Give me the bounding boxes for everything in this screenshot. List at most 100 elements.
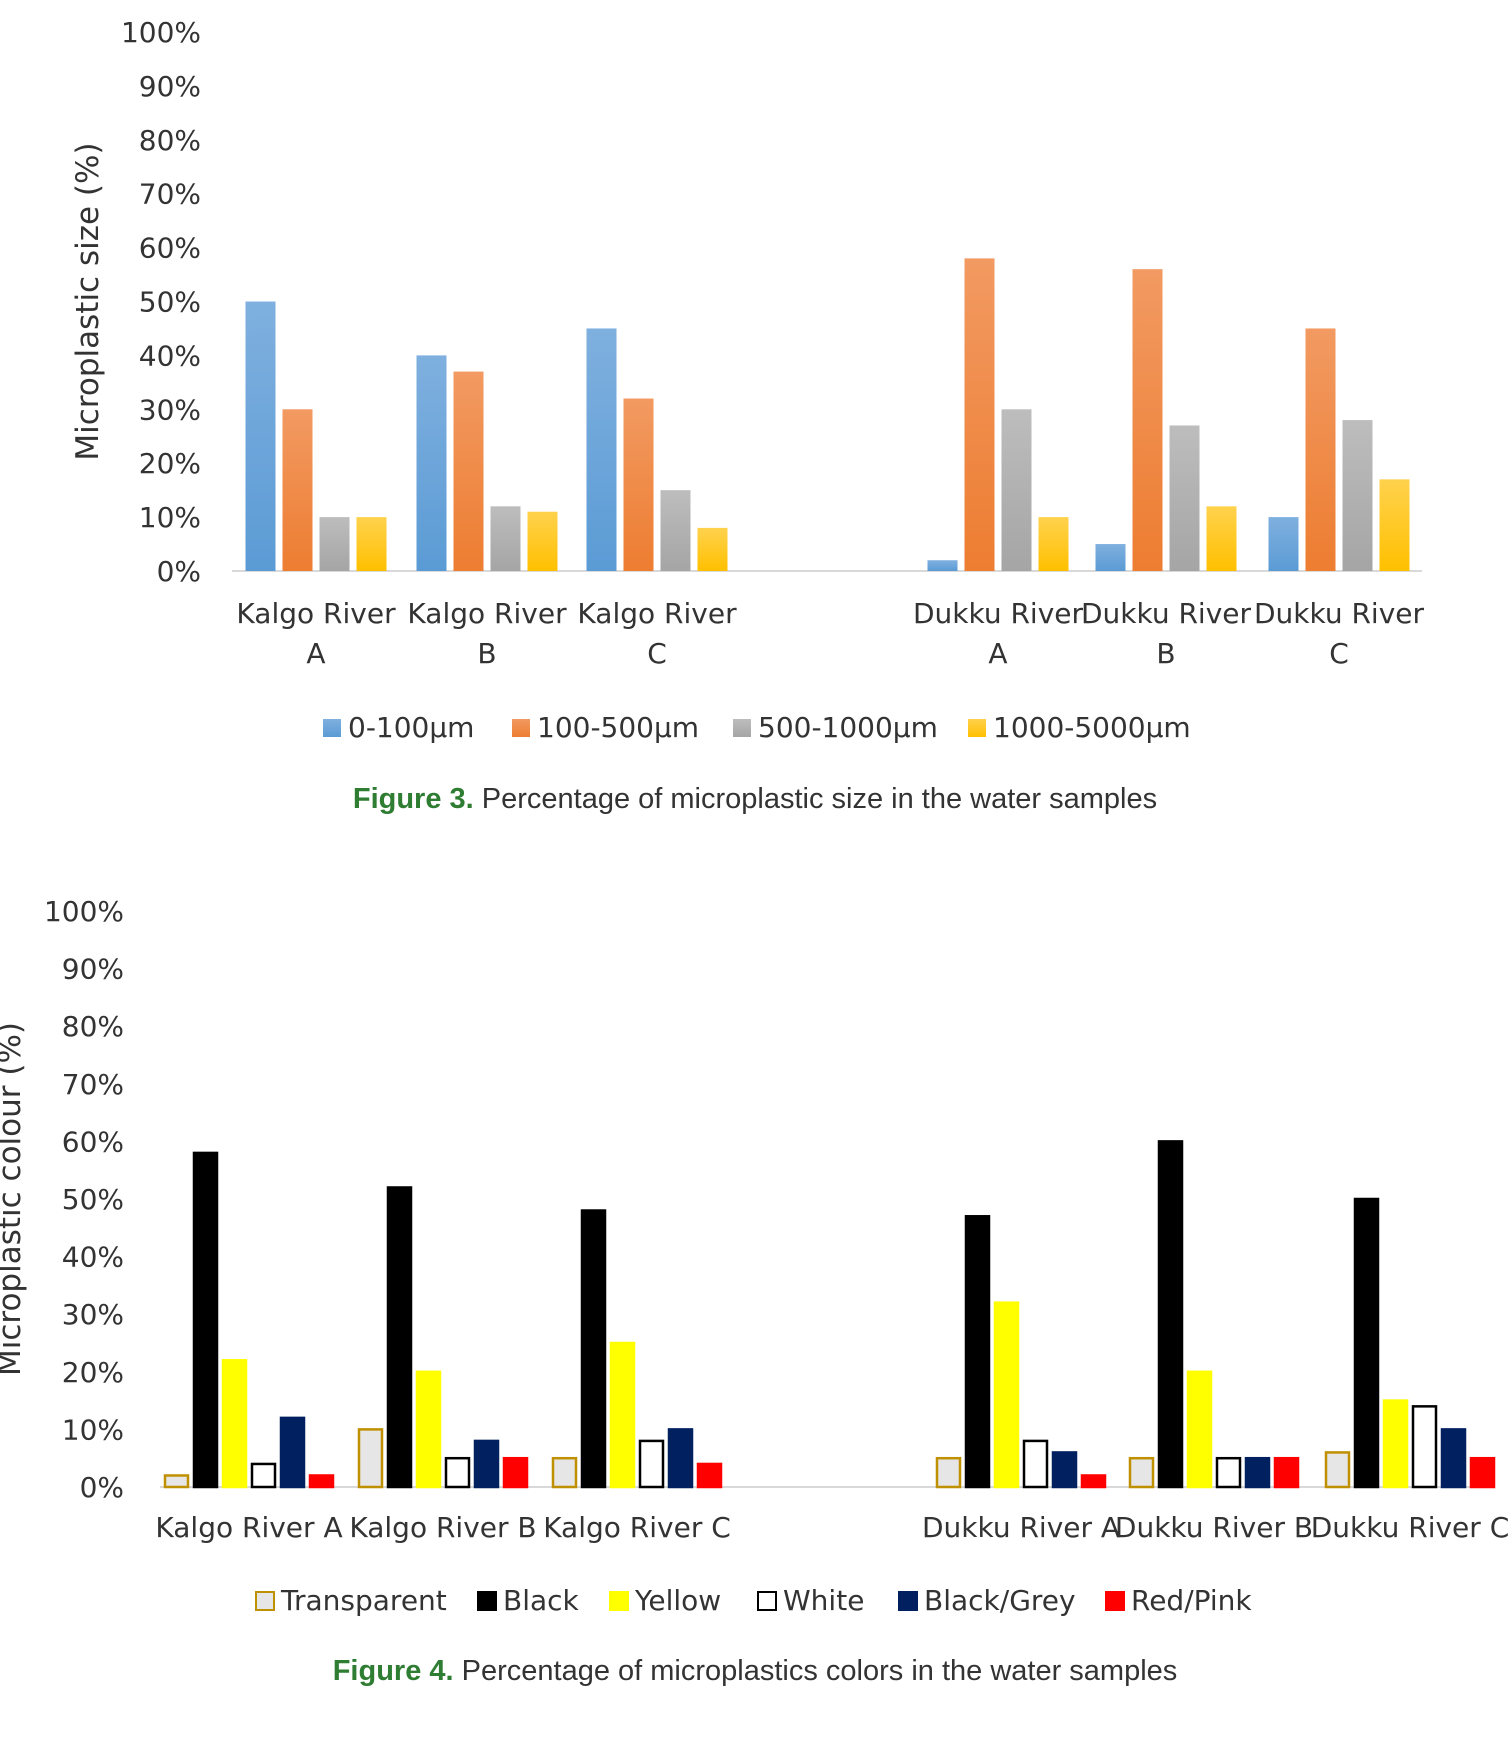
fig4-ytick-label: 0% [80,1471,124,1504]
fig4-bar [638,1439,665,1489]
fig4-bar [993,1301,1020,1489]
fig3-bar [1001,409,1032,571]
fig4-legend: Transparent Black Yellow White Black/Grey Red… [255,1584,1252,1617]
fig3-bar [1206,506,1237,571]
fig4-bar [609,1341,636,1489]
fig4-ytick-label: 80% [62,1010,124,1043]
fig3-bar [1342,420,1373,571]
fig4-bar [221,1359,248,1489]
figure-3-number: Figure 3. [352,783,474,815]
fig3-bar [319,517,350,571]
fig3-x-category-label: A [306,637,325,670]
fig4-legend-swatch [255,1591,275,1611]
figure-3-chart: 0% 10% 20% 30% 40% 50% 60% 70% 80% 90% 100% Micropl… [70,16,1425,744]
fig4-x-category-label: Kalgo River B [349,1511,536,1544]
fig4-x-category-label: Kalgo River A [155,1511,342,1544]
fig4-bar [444,1456,471,1489]
fig4-bar [386,1186,413,1489]
fig4-legend-label: Transparent [280,1584,447,1617]
fig4-ytick-label: 30% [62,1298,124,1331]
fig3-legend-swatch [512,719,530,737]
fig4-bar [1186,1370,1213,1489]
fig3-legend-label: 100-500µm [537,711,699,744]
fig4-bar [580,1209,607,1489]
fig4-y-axis-title: Microplastic colour (%) [0,1022,28,1376]
fig4-bar [357,1428,384,1489]
fig4-ytick-label: 20% [62,1356,124,1389]
fig3-ytick-label: 80% [139,124,201,157]
fig3-ytick-label: 40% [139,339,201,372]
fig3-legend-label: 0-100µm [348,711,474,744]
fig3-ytick-label: 100% [121,16,201,49]
fig4-bar [1469,1456,1496,1489]
fig3-bar [1038,517,1069,571]
fig4-legend-label: White [783,1584,864,1617]
fig3-bar [1379,479,1410,571]
fig3-bar [282,409,313,571]
fig3-legend-swatch [733,719,751,737]
fig4-x-category-label: Kalgo River C [543,1511,731,1544]
fig4-x-category-label: Dukku River B [1115,1511,1313,1544]
fig4-ytick-label: 100% [44,895,124,928]
fig3-ytick-label: 10% [139,501,201,534]
fig3-bar [1095,544,1126,571]
fig3-x-category-label: Dukku River [1254,597,1425,630]
fig3-bar [527,511,558,571]
fig3-x-category-label: B [477,637,496,670]
fig3-x-category-label: Kalgo River [577,597,737,630]
figure-4-caption: Figure 4. Percentage of microplastics co… [0,1655,1510,1688]
fig3-ytick-label: 70% [139,178,201,211]
fig4-bar [1382,1399,1409,1489]
fig3-ytick-label: 0% [157,555,201,588]
fig3-legend-swatch [968,719,986,737]
fig4-bar [1244,1456,1271,1489]
fig3-ytick-label: 50% [139,286,201,319]
fig3-bar [1169,425,1200,571]
fig4-bar [163,1474,190,1489]
fig3-bar [416,355,447,571]
fig4-bar [473,1439,500,1489]
fig4-bar [935,1456,962,1489]
fig3-bar [623,398,654,571]
fig4-bar [1022,1439,1049,1489]
fig4-bar [415,1370,442,1489]
fig3-bar [453,371,484,571]
fig4-bar [1215,1456,1242,1489]
fig4-bar [1080,1474,1107,1489]
fig4-bar [279,1416,306,1489]
fig3-bar [660,490,691,571]
fig4-bar [1051,1451,1078,1489]
fig3-x-category-label: A [988,637,1007,670]
fig3-ytick-label: 90% [139,70,201,103]
fig4-legend-label: Yellow [634,1584,721,1617]
fig4-bar [308,1474,335,1489]
fig3-bar [245,301,276,571]
figure-3-caption: Figure 3. Percentage of microplastic siz… [0,783,1510,816]
fig3-bar [1132,269,1163,571]
fig4-bar [696,1462,723,1489]
fig4-bar [1128,1456,1155,1489]
fig3-legend-swatch [323,719,341,737]
fig4-bar [192,1151,219,1489]
fig3-bar [927,560,958,571]
fig4-x-category-label: Dukku River C [1311,1511,1510,1544]
fig3-x-category-label: Dukku River [1081,597,1252,630]
figure-4-caption-text: Percentage of microplastics colors in th… [453,1655,1178,1687]
fig3-x-category-label: B [1156,637,1175,670]
fig4-ytick-label: 90% [62,953,124,986]
fig3-legend: 0-100µm 100-500µm 500-1000µm 1000-5000µm [323,711,1191,744]
fig4-bar [1440,1428,1467,1489]
fig3-bar [1305,328,1336,571]
fig3-y-axis-title: Microplastic size (%) [70,142,106,460]
fig4-legend-swatch [609,1591,629,1611]
fig3-ytick-label: 60% [139,232,201,265]
fig3-bar [490,506,521,571]
fig4-bar [250,1462,277,1489]
fig3-x-category-label: C [1329,637,1349,670]
fig4-legend-swatch [477,1591,497,1611]
fig4-bar [1273,1456,1300,1489]
fig3-x-category-label: C [647,637,667,670]
fig4-x-category-label: Dukku River A [922,1511,1120,1544]
fig4-ytick-label: 50% [62,1183,124,1216]
fig4-bar [1157,1140,1184,1489]
